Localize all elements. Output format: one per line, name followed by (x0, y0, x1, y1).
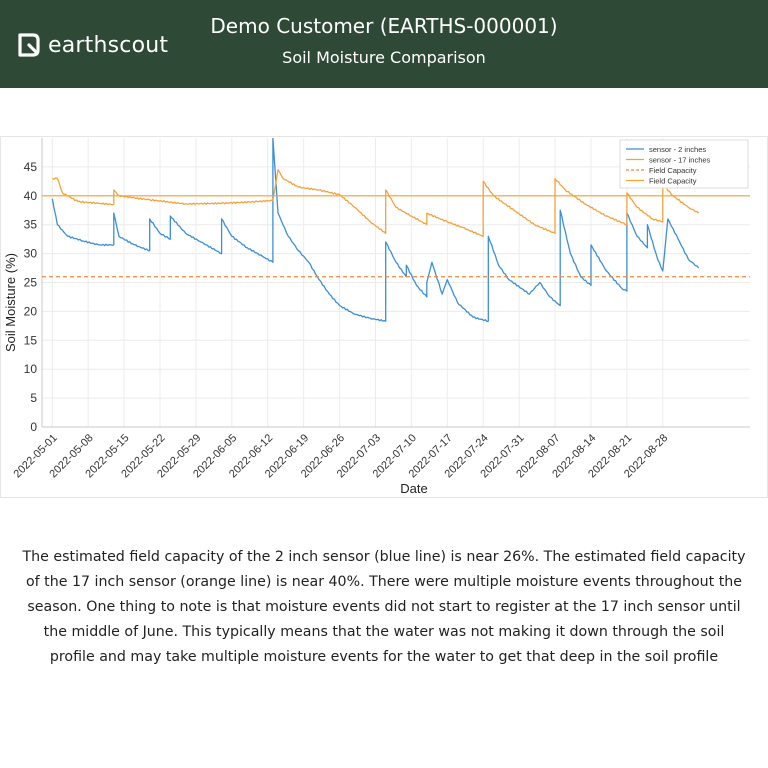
y-tick-label: 15 (24, 333, 38, 347)
header-bar: earthscout Demo Customer (EARTHS-000001)… (0, 0, 768, 88)
chart-description: The estimated field capacity of the 2 in… (22, 549, 746, 665)
y-tick-label: 20 (24, 304, 38, 318)
y-tick-label: 45 (24, 160, 38, 174)
page-title: Demo Customer (EARTHS-000001) (210, 14, 558, 38)
brand-logo[interactable]: earthscout (16, 30, 168, 60)
y-axis-title: Soil Moisture (%) (3, 253, 18, 352)
earthscout-logo-icon (18, 33, 40, 57)
legend-label: sensor - 17 inches (649, 156, 711, 165)
legend-label: Field Capacity (649, 166, 697, 175)
soil-moisture-chart: 0510152025303540452022-05-012022-05-0820… (3, 138, 750, 496)
legend-label: sensor - 2 inches (649, 145, 706, 154)
legend-label: Field Capacity (649, 177, 697, 186)
series-line-1 (52, 169, 700, 237)
y-tick-label: 5 (30, 391, 37, 405)
y-tick-label: 30 (24, 247, 38, 261)
y-tick-label: 35 (24, 218, 38, 232)
y-tick-label: 25 (24, 276, 38, 290)
y-tick-label: 40 (24, 189, 38, 203)
y-tick-label: 0 (30, 420, 37, 434)
x-axis-title: Date (400, 481, 427, 496)
y-tick-label: 10 (24, 362, 38, 376)
series-line-0 (51, 138, 700, 323)
page-subtitle: Soil Moisture Comparison (282, 48, 486, 67)
brand-name: earthscout (48, 32, 169, 58)
